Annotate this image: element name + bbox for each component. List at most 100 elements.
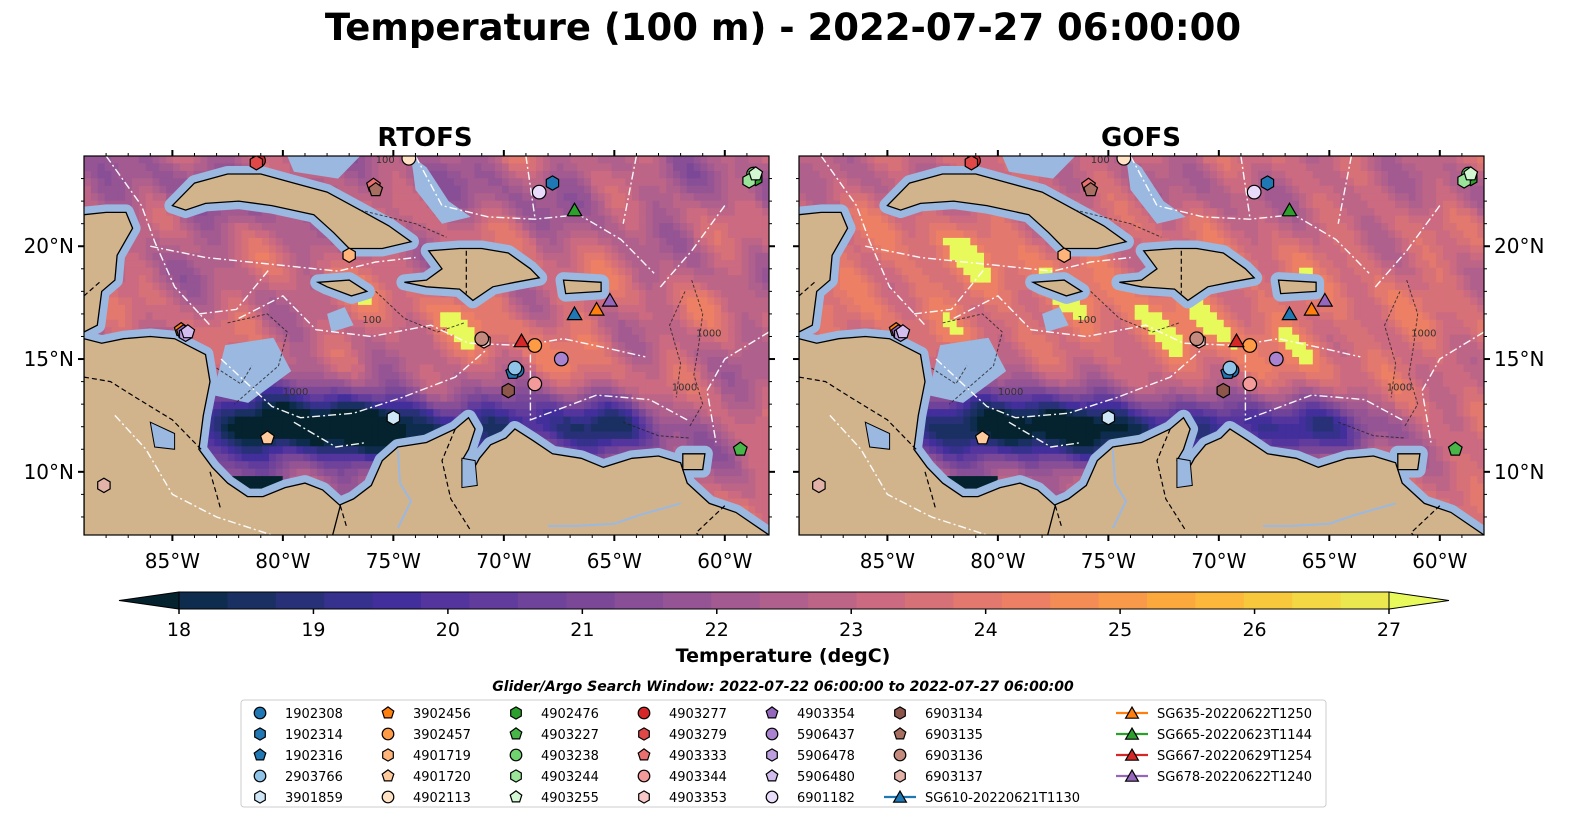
argo-marker-6903135 <box>368 181 384 197</box>
eez-boundaries-gofs <box>820 156 1484 535</box>
argo-marker-4903279 <box>964 156 979 171</box>
colorbar-tick-label: 22 <box>705 619 729 641</box>
legend-marker-6903135 <box>893 727 907 740</box>
colorbar-segment <box>1147 592 1196 609</box>
argo-marker-4901720 <box>974 430 990 445</box>
glider-marker-SG635-20220622T1250 <box>1303 301 1320 316</box>
legend-marker-6901182 <box>765 790 779 804</box>
argo-marker-4903255 <box>1463 166 1479 181</box>
markers-rtofs <box>97 156 764 494</box>
legend-label-4903333: 4903333 <box>669 749 727 764</box>
lon-tick-label: 70°W <box>1191 549 1246 573</box>
lon-tick-label: 60°W <box>1412 549 1467 573</box>
argo-marker-4902113 <box>401 156 417 166</box>
contour-label: 1000 <box>1387 383 1412 394</box>
glider-marker-SG665-20220623T1144 <box>566 201 583 217</box>
legend-label-4903279: 4903279 <box>669 728 727 743</box>
land-gofs <box>799 173 1484 535</box>
argo-marker-4902113 <box>1116 156 1132 166</box>
colorbar-segment <box>953 592 1003 609</box>
colorbar-segment <box>663 592 712 609</box>
argo-marker-2903766 <box>507 360 523 376</box>
legend-label-4903255: 4903255 <box>541 791 599 806</box>
bathymetry-contours-rtofs: 100 1000 1000 100 1000 <box>216 155 722 439</box>
legend-marker-1902308 <box>253 706 267 720</box>
contour-label: 100 <box>1091 155 1110 166</box>
legend-label-3901859: 3901859 <box>285 791 343 806</box>
colorbar-segment <box>1050 592 1100 609</box>
legend-label-4903238: 4903238 <box>541 749 599 764</box>
legend-marker-4903255 <box>509 790 523 803</box>
panel-gofs: 100 1000 1000 100 1000 85°W 80°W 75°W 70°W 65°W 60… <box>793 150 1544 573</box>
colorbar-tick-label: 23 <box>839 619 863 641</box>
legend-marker-4903277 <box>637 706 651 720</box>
lon-tick-label: 85°W <box>145 549 200 573</box>
lon-tick-label: 70°W <box>476 549 531 573</box>
lon-tick-label: 75°W <box>1081 549 1136 573</box>
legend-label-4903354: 4903354 <box>797 707 855 722</box>
argo-marker-1902314 <box>1260 175 1275 191</box>
colorbar-tick-label: 19 <box>301 619 325 641</box>
legend-label-5906437: 5906437 <box>797 728 855 743</box>
colorbar-label: Temperature (degC) <box>676 645 891 667</box>
legend-marker-4903333 <box>637 748 651 761</box>
legend-label-3902456: 3902456 <box>413 707 471 722</box>
argo-marker-6903136 <box>1189 331 1205 347</box>
glider-marker-SG635-20220622T1250 <box>588 301 605 316</box>
legend-label-1902316: 1902316 <box>285 749 343 764</box>
legend-label-3902457: 3902457 <box>413 728 471 743</box>
legend-marker-4903227 <box>509 727 523 740</box>
colorbar-segment <box>1098 592 1148 609</box>
colorbar-segment <box>759 592 809 609</box>
legend-marker-SG678-20220622T1240 <box>1124 768 1140 782</box>
argo-marker-2903766 <box>1222 360 1238 376</box>
legend-label-5906478: 5906478 <box>797 749 855 764</box>
map-frame <box>798 155 1485 536</box>
argo-marker-5906480 <box>180 324 196 339</box>
legend-label-SG678-20220622T1240: SG678-20220622T1240 <box>1157 770 1312 785</box>
colorbar-tick-label: 18 <box>167 619 191 641</box>
colorbar-segment <box>275 592 325 609</box>
argo-marker-4903227 <box>732 441 748 456</box>
legend-label-5906480: 5906480 <box>797 770 855 785</box>
colorbar-tick-label: 25 <box>1108 619 1132 641</box>
legend-label-2903766: 2903766 <box>285 770 343 785</box>
contour-label: 100 <box>376 155 395 166</box>
colorbar-segment <box>808 592 858 609</box>
bathymetry-contours-gofs: 100 1000 1000 100 1000 <box>931 155 1437 439</box>
contour-label: 1000 <box>1411 329 1436 340</box>
legend-marker-4903238 <box>509 748 523 762</box>
map-frame <box>83 155 770 536</box>
colorbar-extend-low <box>118 591 180 610</box>
legend-marker-6903134 <box>894 706 906 720</box>
legend-label-4903277: 4903277 <box>669 707 727 722</box>
legend-marker-5906480 <box>765 769 779 782</box>
colorbar-tick-label: 24 <box>974 619 998 641</box>
legend-marker-3902457 <box>381 727 395 741</box>
colorbar-extend-high <box>1388 591 1450 610</box>
contour-label: 100 <box>1077 315 1096 326</box>
argo-marker-5906480 <box>895 324 911 339</box>
contour-label: 100 <box>362 315 381 326</box>
colorbar-frame <box>178 591 1390 610</box>
search-window-text: Glider/Argo Search Window: 2022-07-22 06… <box>492 679 1074 695</box>
legend-label-4902476: 4902476 <box>541 707 599 722</box>
legend-marker-3902456 <box>381 706 395 719</box>
colorbar-segment <box>1001 592 1051 609</box>
lat-tick-label: 15°N <box>24 347 74 371</box>
figure-title: Temperature (100 m) - 2022-07-27 06:00:0… <box>325 6 1241 49</box>
legend-marker-4902113 <box>381 790 395 804</box>
lon-tick-label: 75°W <box>366 549 421 573</box>
legend-label-4903244: 4903244 <box>541 770 599 785</box>
argo-marker-4901719 <box>342 247 356 264</box>
legend-label-4901719: 4901719 <box>413 749 471 764</box>
colorbar-segment <box>614 592 664 609</box>
argo-marker-4903344 <box>1242 376 1258 392</box>
colorbar-segment <box>469 592 519 609</box>
colorbar-segment <box>324 592 374 609</box>
legend-label-4903353: 4903353 <box>669 791 727 806</box>
legend-marker-4903344 <box>637 769 651 783</box>
colorbar-segment <box>517 592 567 609</box>
legend-label-6903135: 6903135 <box>925 728 983 743</box>
